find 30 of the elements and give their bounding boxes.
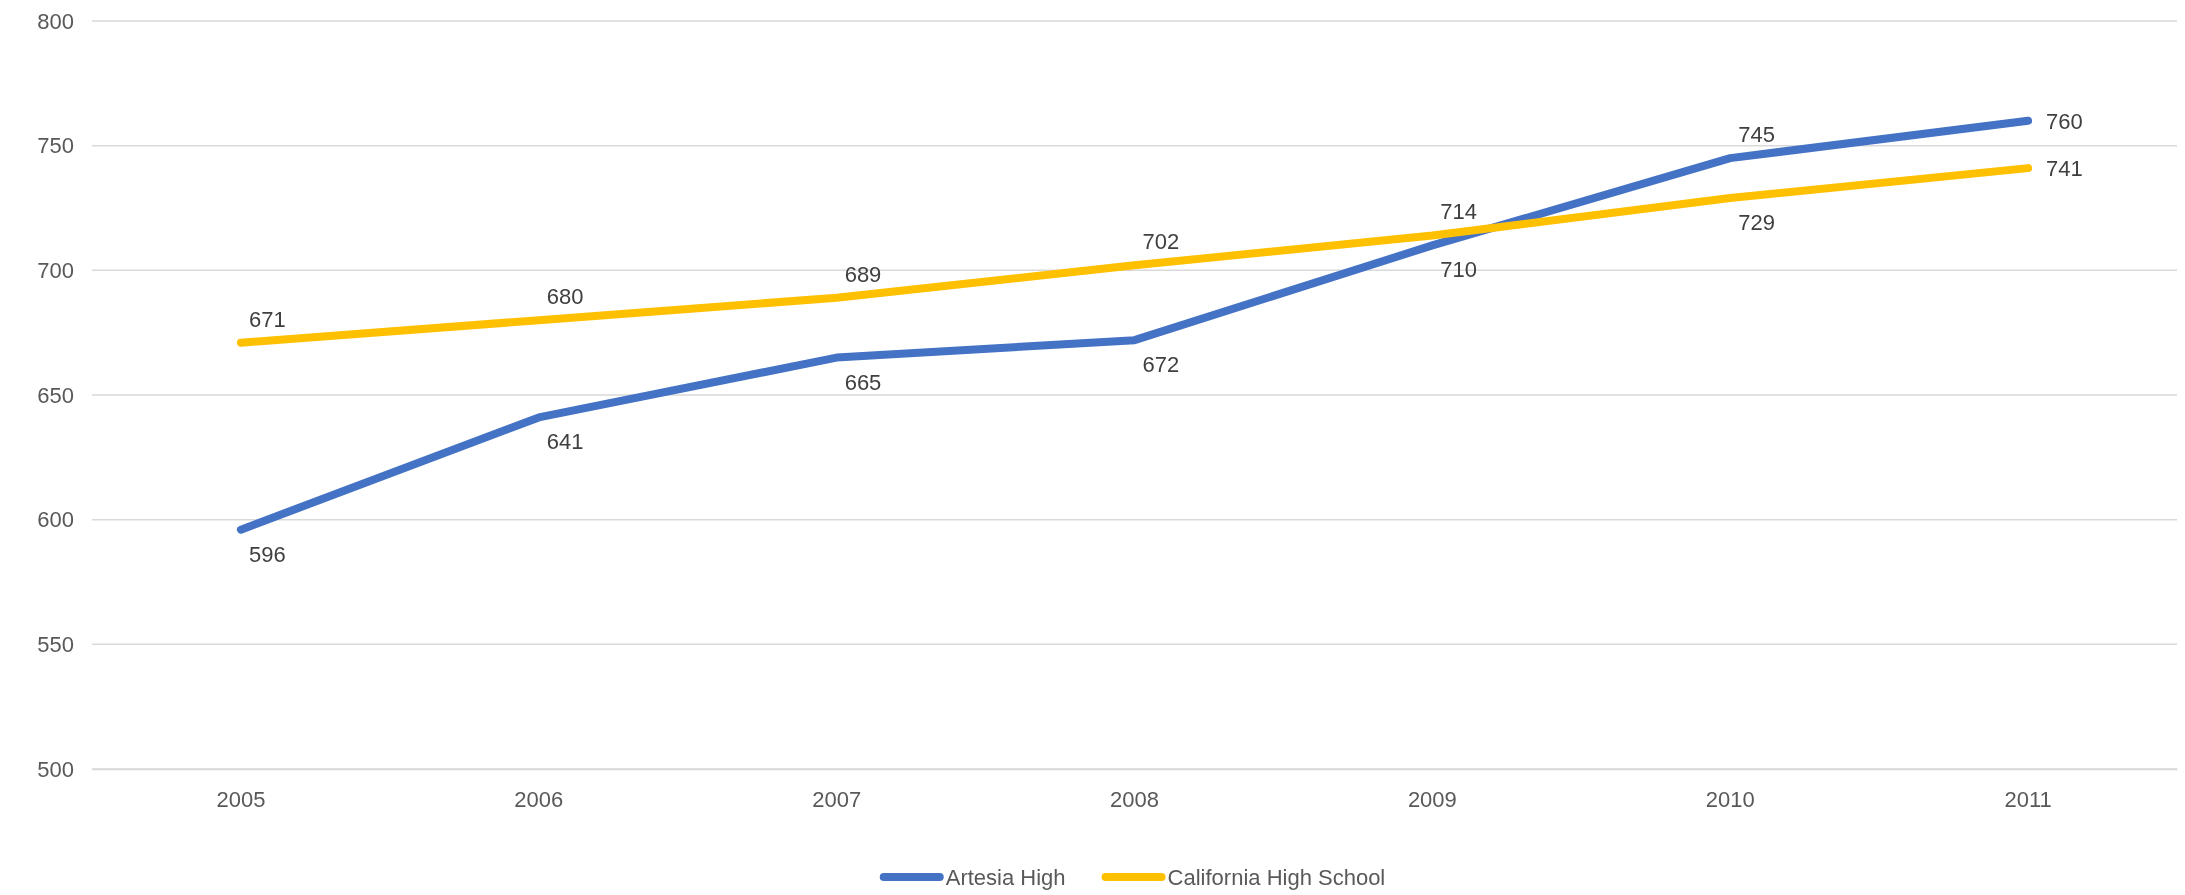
data-label: 672 [1142, 352, 1180, 378]
data-label: 710 [1440, 257, 1478, 283]
data-label: 689 [844, 261, 882, 287]
y-tick-label: 800 [37, 8, 74, 34]
y-tick-label: 550 [37, 631, 74, 657]
x-tick-label: 2006 [514, 786, 564, 812]
data-label: 729 [1738, 210, 1775, 236]
data-label: 671 [248, 306, 286, 332]
x-tick-label: 2005 [216, 786, 266, 812]
data-label: 714 [1440, 199, 1478, 225]
x-tick-label: 2010 [1705, 786, 1755, 812]
data-label: 702 [1142, 229, 1180, 255]
data-label: 745 [1738, 122, 1775, 148]
y-tick-label: 700 [37, 257, 74, 283]
y-tick-label: 600 [37, 507, 74, 533]
data-label: 741 [2046, 156, 2083, 182]
data-label: 665 [844, 369, 882, 395]
x-tick-label: 2009 [1407, 786, 1457, 812]
x-tick-label: 2011 [2004, 786, 2052, 812]
legend-label: California High School [1167, 865, 1386, 890]
x-tick-label: 2008 [1110, 786, 1159, 812]
data-label: 760 [2046, 108, 2083, 134]
y-tick-label: 750 [37, 133, 74, 159]
legend-label: Artesia High [945, 865, 1066, 890]
y-tick-label: 650 [37, 382, 74, 408]
data-label: 641 [546, 429, 584, 455]
data-label: 596 [248, 541, 286, 567]
x-tick-label: 2007 [812, 786, 862, 812]
data-label: 680 [546, 284, 584, 310]
y-tick-label: 500 [37, 756, 74, 782]
